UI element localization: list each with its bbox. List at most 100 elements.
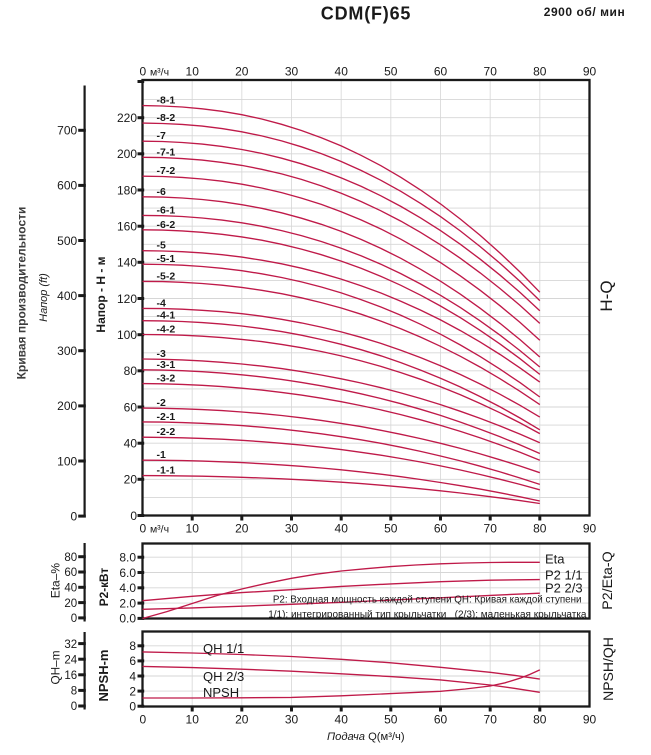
svg-text:6: 6 [129,654,136,668]
svg-text:500: 500 [57,234,77,248]
svg-text:400: 400 [57,289,77,303]
svg-text:60: 60 [124,400,138,414]
svg-text:10: 10 [186,522,200,536]
svg-text:80: 80 [533,522,547,536]
svg-text:-7-2: -7-2 [157,165,176,177]
svg-text:-1: -1 [157,449,166,461]
svg-text:0.0: 0.0 [119,612,136,626]
svg-text:140: 140 [117,256,137,270]
svg-text:0: 0 [71,509,78,523]
svg-text:20: 20 [235,713,249,727]
svg-text:10: 10 [186,713,200,727]
svg-text:40: 40 [335,522,349,536]
svg-text:0: 0 [139,65,146,79]
svg-text:4: 4 [129,669,136,683]
svg-text:300: 300 [57,344,77,358]
svg-text:8: 8 [71,686,77,698]
svg-text:200: 200 [57,399,77,413]
svg-text:160: 160 [117,220,137,234]
svg-text:70: 70 [484,522,498,536]
svg-text:30: 30 [285,713,299,727]
svg-text:-7-1: -7-1 [157,146,176,158]
svg-text:1/1): интегрированный тип крыл: 1/1): интегрированный тип крыльчатки (2/… [268,609,587,620]
svg-text:80: 80 [533,65,547,79]
svg-text:-5: -5 [157,240,166,252]
svg-text:0: 0 [129,700,136,714]
svg-text:100: 100 [117,328,137,342]
svg-text:50: 50 [384,713,398,727]
svg-text:90: 90 [583,522,597,536]
svg-text:90: 90 [583,713,597,727]
svg-text:м³/ч: м³/ч [150,524,169,536]
svg-text:4.0: 4.0 [119,581,136,595]
svg-text:30: 30 [285,522,299,536]
svg-text:-7: -7 [157,130,166,142]
svg-text:-6-2: -6-2 [157,219,176,231]
svg-text:0: 0 [139,713,146,727]
svg-text:Напор (ft): Напор (ft) [38,273,50,322]
svg-text:10: 10 [186,65,200,79]
svg-text:50: 50 [384,522,398,536]
svg-text:-4-1: -4-1 [157,310,176,322]
svg-text:-6-1: -6-1 [157,204,176,216]
svg-text:60: 60 [434,65,448,79]
svg-text:120: 120 [117,292,137,306]
svg-text:80: 80 [64,552,77,564]
svg-text:0: 0 [71,613,77,625]
svg-text:QH 1/1: QH 1/1 [203,641,244,656]
svg-text:QH 2/3: QH 2/3 [203,669,244,684]
svg-text:-4-2: -4-2 [157,324,176,336]
svg-text:30: 30 [285,65,299,79]
svg-text:70: 70 [484,713,498,727]
svg-text:-5-1: -5-1 [157,253,176,265]
svg-text:-2-1: -2-1 [157,411,176,423]
svg-text:16: 16 [64,670,77,682]
svg-text:P2-кВт: P2-кВт [97,568,111,607]
svg-text:CDM(F)65: CDM(F)65 [321,4,411,24]
svg-text:50: 50 [384,65,398,79]
svg-text:600: 600 [57,179,77,193]
svg-text:24: 24 [64,654,77,666]
svg-text:20: 20 [235,522,249,536]
svg-text:-5-2: -5-2 [157,270,176,282]
svg-text:8.0: 8.0 [119,551,136,565]
svg-text:180: 180 [117,183,137,197]
svg-text:32: 32 [64,639,77,651]
svg-text:60: 60 [434,522,448,536]
svg-text:20: 20 [124,473,138,487]
svg-text:20: 20 [235,65,249,79]
svg-text:-3-2: -3-2 [157,373,176,385]
svg-text:2900 об/ мин: 2900 об/ мин [544,5,626,19]
svg-text:8: 8 [129,639,136,653]
svg-text:-2-2: -2-2 [157,426,176,438]
svg-text:Eta: Eta [545,552,565,567]
svg-text:60: 60 [64,567,77,579]
svg-text:0: 0 [130,509,137,523]
svg-text:QH–m: QH–m [49,650,63,684]
svg-text:700: 700 [57,124,77,138]
svg-text:Eta–%: Eta–% [49,563,63,599]
svg-text:-2: -2 [157,397,166,409]
svg-text:NPSH-m: NPSH-m [96,649,111,701]
svg-text:2: 2 [129,684,136,698]
svg-text:80: 80 [533,713,547,727]
svg-text:P2: Входная мощность каждой ст: P2: Входная мощность каждой ступени QH: … [273,595,582,606]
svg-text:Напор - Н - м: Напор - Н - м [94,256,108,332]
svg-text:H-Q: H-Q [597,280,616,311]
svg-text:-8-1: -8-1 [157,95,176,107]
svg-text:P2/Eta-Q: P2/Eta-Q [600,551,616,609]
svg-text:NPSH/QH: NPSH/QH [600,637,616,701]
svg-text:-6: -6 [157,186,166,198]
svg-text:200: 200 [117,147,137,161]
svg-text:Подача Q(м³/ч): Подача Q(м³/ч) [327,731,405,743]
svg-text:NPSH: NPSH [203,685,239,700]
svg-text:-8-2: -8-2 [157,112,176,124]
svg-text:40: 40 [335,713,349,727]
svg-text:70: 70 [484,65,498,79]
svg-text:220: 220 [117,111,137,125]
svg-text:40: 40 [124,437,138,451]
svg-text:40: 40 [335,65,349,79]
svg-text:20: 20 [64,598,77,610]
svg-text:-3-1: -3-1 [157,359,176,371]
svg-text:0: 0 [139,522,146,536]
